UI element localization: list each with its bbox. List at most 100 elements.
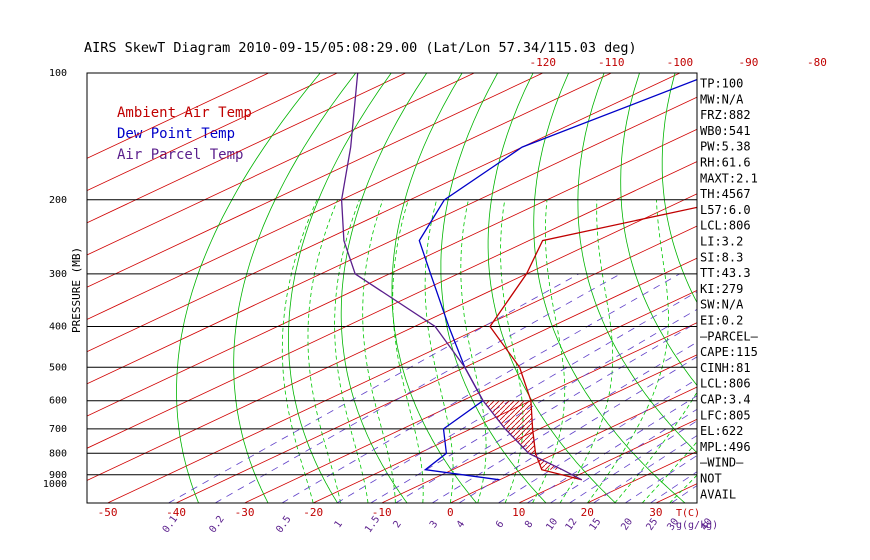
mixing-ratio-line: [527, 395, 697, 503]
dry-adiabat-line: [577, 73, 697, 454]
moist-adiabat-line: [586, 199, 669, 503]
isotherm-line: [518, 418, 697, 503]
pressure-tick-label: 900: [49, 470, 67, 481]
dry-adiabat-line: [852, 73, 870, 503]
isotherm-line: [313, 322, 697, 503]
moist-adiabat-line: [307, 199, 341, 503]
moist-adiabat-line: [532, 199, 566, 503]
pressure-tick-label: 600: [49, 396, 67, 407]
pressure-tick-label: 400: [49, 322, 67, 333]
stability-index-item: TT:43.3: [700, 266, 751, 280]
top-temp-tick-label: -80: [807, 56, 827, 69]
isotherm-line: [87, 96, 697, 385]
bottom-temp-tick-label: -20: [303, 506, 323, 519]
bottom-temp-tick-label: 0: [447, 506, 454, 519]
top-temp-tick-label: -120: [530, 56, 557, 69]
dry-adiabat-line: [288, 73, 392, 503]
bottom-temp-tick-label: 20: [581, 506, 594, 519]
pressure-tick-label: 1000: [43, 479, 67, 490]
moist-adiabat-line: [500, 199, 524, 503]
dew-point-temp-line: [418, 78, 697, 481]
stability-index-item: AVAIL: [700, 487, 736, 501]
mixing-ratio-line: [650, 471, 697, 503]
y-axis-label: PRESSURE (MB): [70, 247, 83, 333]
mixing-ratio-line: [498, 378, 697, 503]
mixing-ratio-label: 0.2: [207, 514, 226, 535]
pressure-tick-label: 800: [49, 448, 67, 459]
bottom-temp-tick-label: -30: [235, 506, 255, 519]
mixing-ratio-line: [569, 420, 697, 503]
moist-adiabat-line: [460, 199, 487, 503]
ambient-air-temp-line: [489, 206, 697, 481]
stability-index-item: TH:4567: [700, 187, 751, 201]
stability-index-item: CAPE:115: [700, 345, 758, 359]
mixing-ratio-label: 8: [523, 519, 535, 530]
isotherm-line: [87, 193, 697, 481]
moist-adiabat-line: [334, 199, 369, 503]
plot-area: [87, 73, 870, 503]
dry-adiabat-line: [742, 73, 870, 503]
moist-adiabat-line: [281, 199, 318, 503]
stability-index-item: L57:6.0: [700, 203, 751, 217]
legend-ambient-air-temp: Ambient Air Temp: [117, 105, 252, 121]
bottom-temp-tick-label: -50: [98, 506, 118, 519]
moist-adiabat-line: [392, 199, 424, 503]
stability-index-item: SI:8.3: [700, 250, 743, 264]
pressure-tick-label: 500: [49, 362, 67, 373]
chart-title: AIRS SkewT Diagram 2010-09-15/05:08:29.0…: [84, 40, 637, 56]
isotherm-line: [87, 73, 475, 256]
pressure-tick-label: 700: [49, 424, 67, 435]
mixing-ratio-line: [336, 291, 697, 503]
isotherm-line: [87, 128, 697, 417]
plot-border: [86, 72, 698, 504]
stability-index-item: CINH:81: [700, 361, 751, 375]
stability-index-item: TP:100: [700, 77, 743, 91]
dry-adiabat-line: [816, 73, 870, 503]
stability-index-item: EL:622: [700, 424, 743, 438]
moist-adiabat-line: [669, 474, 697, 503]
moist-adiabat-line: [641, 441, 697, 503]
isotherm-line: [87, 73, 543, 288]
mixing-ratio-label: 12: [564, 516, 580, 532]
plot-frame: [86, 72, 698, 504]
mixing-ratio-line: [168, 273, 579, 503]
dry-adiabat-line: [533, 73, 686, 503]
stability-index-item: LFC:805: [700, 408, 751, 422]
mixing-ratio-label: 1: [333, 519, 345, 530]
mixing-ratio-label: 0.5: [274, 514, 293, 535]
stability-index-item: LCL:806: [700, 377, 751, 391]
mixing-ratio-line: [625, 454, 697, 503]
bottom-temp-tick-label: 10: [512, 506, 525, 519]
bottom-temp-tick-label: -40: [166, 506, 186, 519]
stability-index-item: CAP:3.4: [700, 393, 751, 407]
isotherm-line: [244, 289, 697, 503]
mixing-ratio-line: [458, 356, 697, 503]
air-parcel-temp-line: [340, 73, 583, 481]
mixing-ratio-label: 10: [544, 516, 560, 532]
moist-adiabat-line: [362, 199, 396, 503]
legend-dew-point-temp: Dew Point Temp: [117, 126, 235, 142]
mixing-ratio-label: 20: [619, 516, 635, 532]
pressure-tick-label: 100: [49, 68, 67, 79]
mixing-ratio-line: [593, 435, 697, 503]
mixing-ratio-line: [281, 273, 680, 503]
cape-hatch-area: [483, 400, 563, 470]
mixing-ratio-line: [431, 341, 697, 503]
stability-index-item: RH:61.6: [700, 156, 751, 170]
isotherm-line: [87, 73, 681, 353]
isotherm-line: [87, 73, 612, 320]
mixing-ratio-label: 3: [428, 519, 440, 530]
stability-index-item: KI:279: [700, 282, 743, 296]
isotherm-line: [87, 73, 269, 159]
top-temp-tick-label: -90: [738, 56, 758, 69]
isotherm-line: [87, 73, 406, 224]
stability-index-item: WB0:541: [700, 124, 751, 138]
pressure-tick-label: 200: [49, 195, 67, 206]
dry-adiabat-line: [440, 73, 547, 503]
dry-adiabat-line: [779, 73, 870, 503]
isotherm-line: [655, 483, 697, 503]
pressure-tick-label: 300: [49, 269, 67, 280]
isotherm-line: [450, 386, 697, 503]
dry-adiabat-line: [233, 73, 357, 503]
